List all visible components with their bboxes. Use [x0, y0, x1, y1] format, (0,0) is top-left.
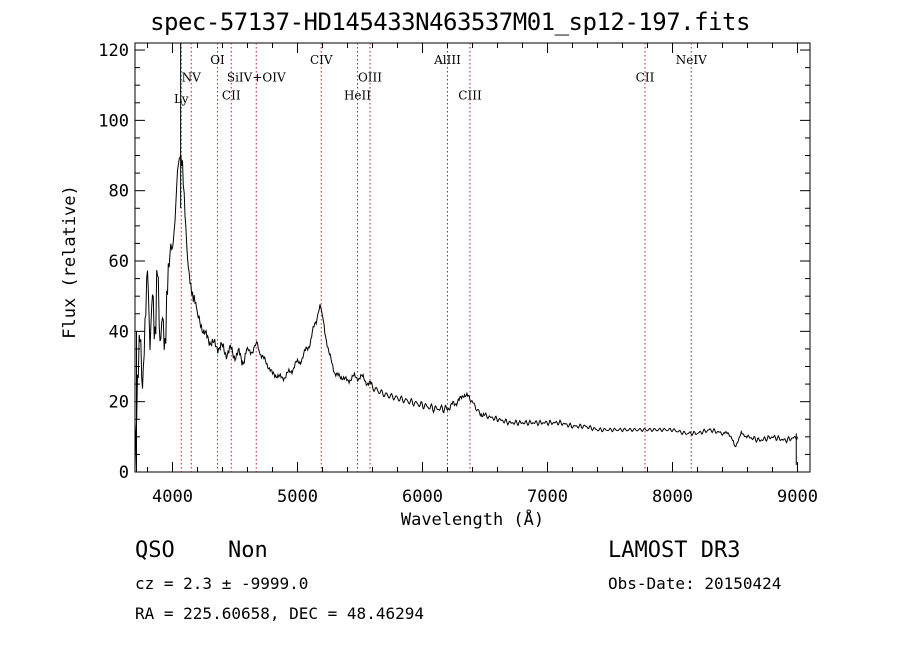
x-tick-label: 9000	[777, 487, 818, 507]
emission-line-label: NV	[182, 71, 202, 85]
emission-line-label: CIII	[458, 88, 482, 102]
emission-line-markers	[180, 43, 692, 472]
x-tick-label: 4000	[152, 487, 193, 507]
emission-line-label: CII	[636, 71, 655, 85]
x-tick-label: 6000	[402, 487, 443, 507]
x-tick-label: 7000	[527, 487, 568, 507]
emission-line-label: SiIV+OIV	[227, 71, 286, 85]
y-tick-label: 100	[98, 111, 129, 131]
axis-ticks: 4000 5000 6000 7000 8000 9000 0 20 40 60 80 100 120	[98, 41, 818, 507]
y-tick-label: 60	[109, 252, 129, 272]
emission-line-label: CII	[222, 88, 241, 102]
y-tick-label: 80	[109, 182, 129, 202]
x-axis-label: Wavelength (Å)	[400, 510, 545, 530]
coordinates-info: RA = 225.60658, DEC = 48.46294	[135, 604, 424, 623]
axes-frame	[134, 42, 811, 473]
x-tick-label: 8000	[652, 487, 693, 507]
emission-line-label: OIII	[358, 71, 382, 85]
x-tick-label: 5000	[277, 487, 318, 507]
redshift-info: cz = 2.3 ± -9999.0	[135, 574, 309, 593]
chart-title: spec-57137-HD145433N463537M01_sp12-197.f…	[150, 8, 750, 36]
object-subclass: Non	[228, 538, 268, 563]
emission-line-labels: Ly NV OI CII SiIV+OIV CIV HeII OIII AlIII CIII CII…	[174, 53, 707, 106]
y-tick-label: 20	[109, 393, 129, 413]
object-class: QSO	[135, 538, 175, 563]
spectrum-series	[134, 43, 798, 472]
survey-name: LAMOST DR3	[608, 538, 741, 563]
y-tick-label: 40	[109, 322, 129, 342]
observation-date: Obs-Date: 20150424	[608, 574, 782, 593]
spectrum-line	[134, 154, 798, 469]
y-tick-label: 0	[119, 463, 129, 483]
emission-line-label: NeIV	[676, 53, 707, 67]
emission-line-label: OI	[210, 53, 225, 67]
emission-line-label: AlIII	[433, 53, 461, 67]
y-tick-label: 120	[98, 41, 129, 61]
emission-line-label: Ly	[174, 92, 189, 106]
y-axis-label: Flux (relative)	[60, 185, 80, 339]
emission-line-label: HeII	[344, 88, 371, 102]
plot-border	[134, 42, 811, 473]
emission-line-label: CIV	[310, 53, 333, 67]
